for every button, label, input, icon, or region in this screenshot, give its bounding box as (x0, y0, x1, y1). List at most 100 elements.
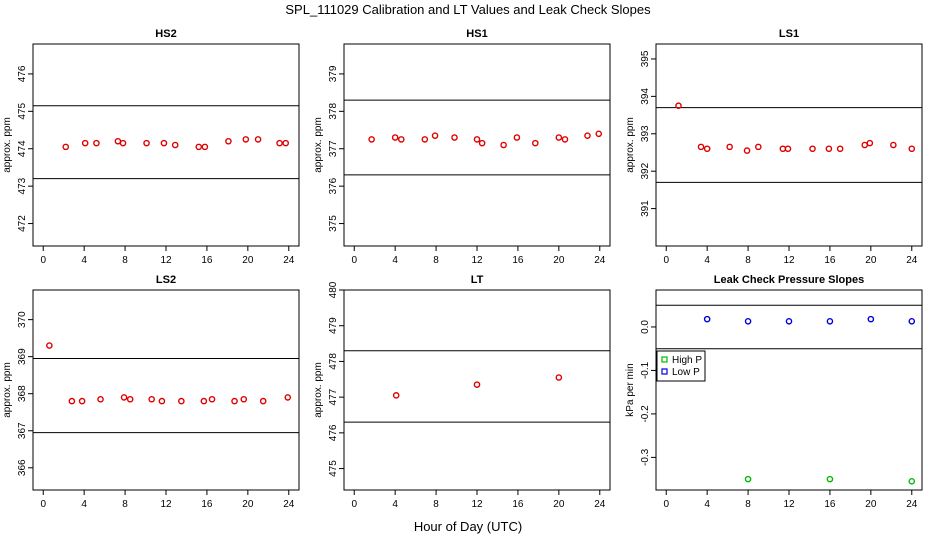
data-point (836, 145, 844, 153)
y-tick-label: 474 (17, 140, 28, 157)
y-tick-label: 395 (640, 50, 651, 67)
x-tick-label: 0 (40, 499, 46, 510)
y-tick-label: 476 (17, 65, 28, 82)
data-point (532, 139, 539, 147)
x-tick-label: 8 (433, 499, 439, 510)
data-point (866, 139, 874, 147)
x-tick-label: 16 (824, 499, 836, 510)
data-point (78, 397, 86, 405)
data-point (397, 136, 405, 143)
x-tick-label: 12 (783, 255, 795, 266)
low-p-point (785, 318, 793, 325)
y-axis-label: approx. ppm (313, 117, 324, 173)
x-tick-label: 8 (122, 499, 128, 510)
legend-label: High P (672, 355, 702, 366)
data-point (500, 141, 507, 149)
x-tick-label: 20 (553, 499, 565, 510)
x-tick-label: 12 (783, 499, 795, 510)
low-p-point (744, 318, 752, 325)
y-tick-label: 377 (328, 140, 339, 157)
x-tick-label: 24 (283, 255, 295, 266)
x-tick-label: 24 (594, 255, 606, 266)
data-point (908, 145, 916, 153)
data-point (391, 134, 399, 141)
y-tick-label: 376 (328, 177, 339, 194)
y-tick-label: 478 (328, 353, 339, 370)
data-point (431, 132, 439, 139)
x-tick-label: 8 (745, 255, 751, 266)
data-point (225, 137, 232, 145)
y-tick-label: 369 (17, 348, 28, 365)
data-point (392, 392, 400, 399)
panel-title: HS2 (155, 28, 176, 40)
x-tick-label: 4 (704, 255, 710, 266)
data-point (97, 395, 104, 403)
panel-title: LT (471, 274, 484, 286)
legend-box (656, 350, 706, 382)
data-point (421, 136, 429, 143)
data-point (178, 397, 185, 405)
y-tick-label: 393 (640, 125, 651, 142)
data-point (697, 143, 705, 151)
panel-1: HS1 0 4 8 12 16 20 24 375 376 377 378 379 approx. ppm (313, 28, 611, 266)
data-point (675, 102, 682, 110)
panel-4: LT 0 4 8 12 16 20 24 475 476 477 478 479 480 approx. p… (313, 274, 611, 510)
y-axis-label: approx. ppm (625, 117, 636, 173)
y-axis-label: approx. ppm (2, 362, 13, 418)
data-point (726, 143, 733, 151)
y-tick-label: 0.0 (640, 320, 651, 334)
x-tick-label: 4 (392, 255, 398, 266)
data-point (743, 147, 751, 154)
data-point (119, 139, 127, 147)
y-tick-label: 370 (17, 311, 28, 328)
panel-title: Leak Check Pressure Slopes (714, 274, 864, 286)
data-point (171, 141, 179, 149)
data-point (478, 139, 486, 147)
x-tick-label: 0 (351, 499, 357, 510)
high-p-point (744, 475, 752, 483)
x-tick-label: 8 (122, 255, 128, 266)
data-point (473, 381, 481, 388)
data-point (703, 145, 711, 153)
high-p-point (908, 478, 916, 485)
x-tick-label: 20 (242, 499, 254, 510)
panel-0: HS2 0 4 8 12 16 20 24 472 473 474 475 476 approx. ppm (2, 28, 300, 266)
y-tick-label: 392 (640, 162, 651, 179)
data-point (143, 139, 150, 147)
y-tick-label: 475 (17, 103, 28, 120)
data-point (513, 134, 521, 141)
panel-grid: HS2 0 4 8 12 16 20 24 472 473 474 475 476 approx. ppm… (2, 28, 923, 510)
legend-swatch (661, 368, 668, 375)
data-point (93, 139, 100, 147)
x-tick-label: 8 (433, 255, 439, 266)
x-tick-label: 16 (201, 499, 213, 510)
data-point (148, 395, 155, 403)
legend-label: Low P (672, 367, 700, 378)
panel-title: LS2 (156, 274, 176, 286)
legend-swatch (661, 356, 668, 363)
data-point (62, 143, 70, 151)
x-tick-label: 4 (81, 499, 87, 510)
panel-title: LS1 (779, 28, 799, 40)
x-tick-label: 4 (81, 255, 87, 266)
y-tick-label: 479 (328, 317, 339, 334)
data-point (555, 134, 563, 141)
y-tick-label: 375 (328, 215, 339, 232)
y-axis-label: kPa per min (625, 363, 636, 416)
panel-3: LS2 0 4 8 12 16 20 24 366 367 368 369 370 approx. ppm (2, 274, 300, 510)
y-tick-label: 391 (640, 200, 651, 217)
panel-title: HS1 (466, 28, 487, 40)
y-tick-label: 394 (640, 88, 651, 105)
x-tick-label: 8 (745, 499, 751, 510)
x-tick-label: 24 (594, 499, 606, 510)
y-tick-label: 473 (17, 177, 28, 194)
y-axis-label: approx. ppm (313, 362, 324, 418)
data-point (201, 143, 209, 151)
y-tick-label: 475 (328, 460, 339, 477)
data-point (126, 395, 134, 403)
x-tick-label: 12 (471, 255, 483, 266)
data-point (120, 394, 128, 401)
